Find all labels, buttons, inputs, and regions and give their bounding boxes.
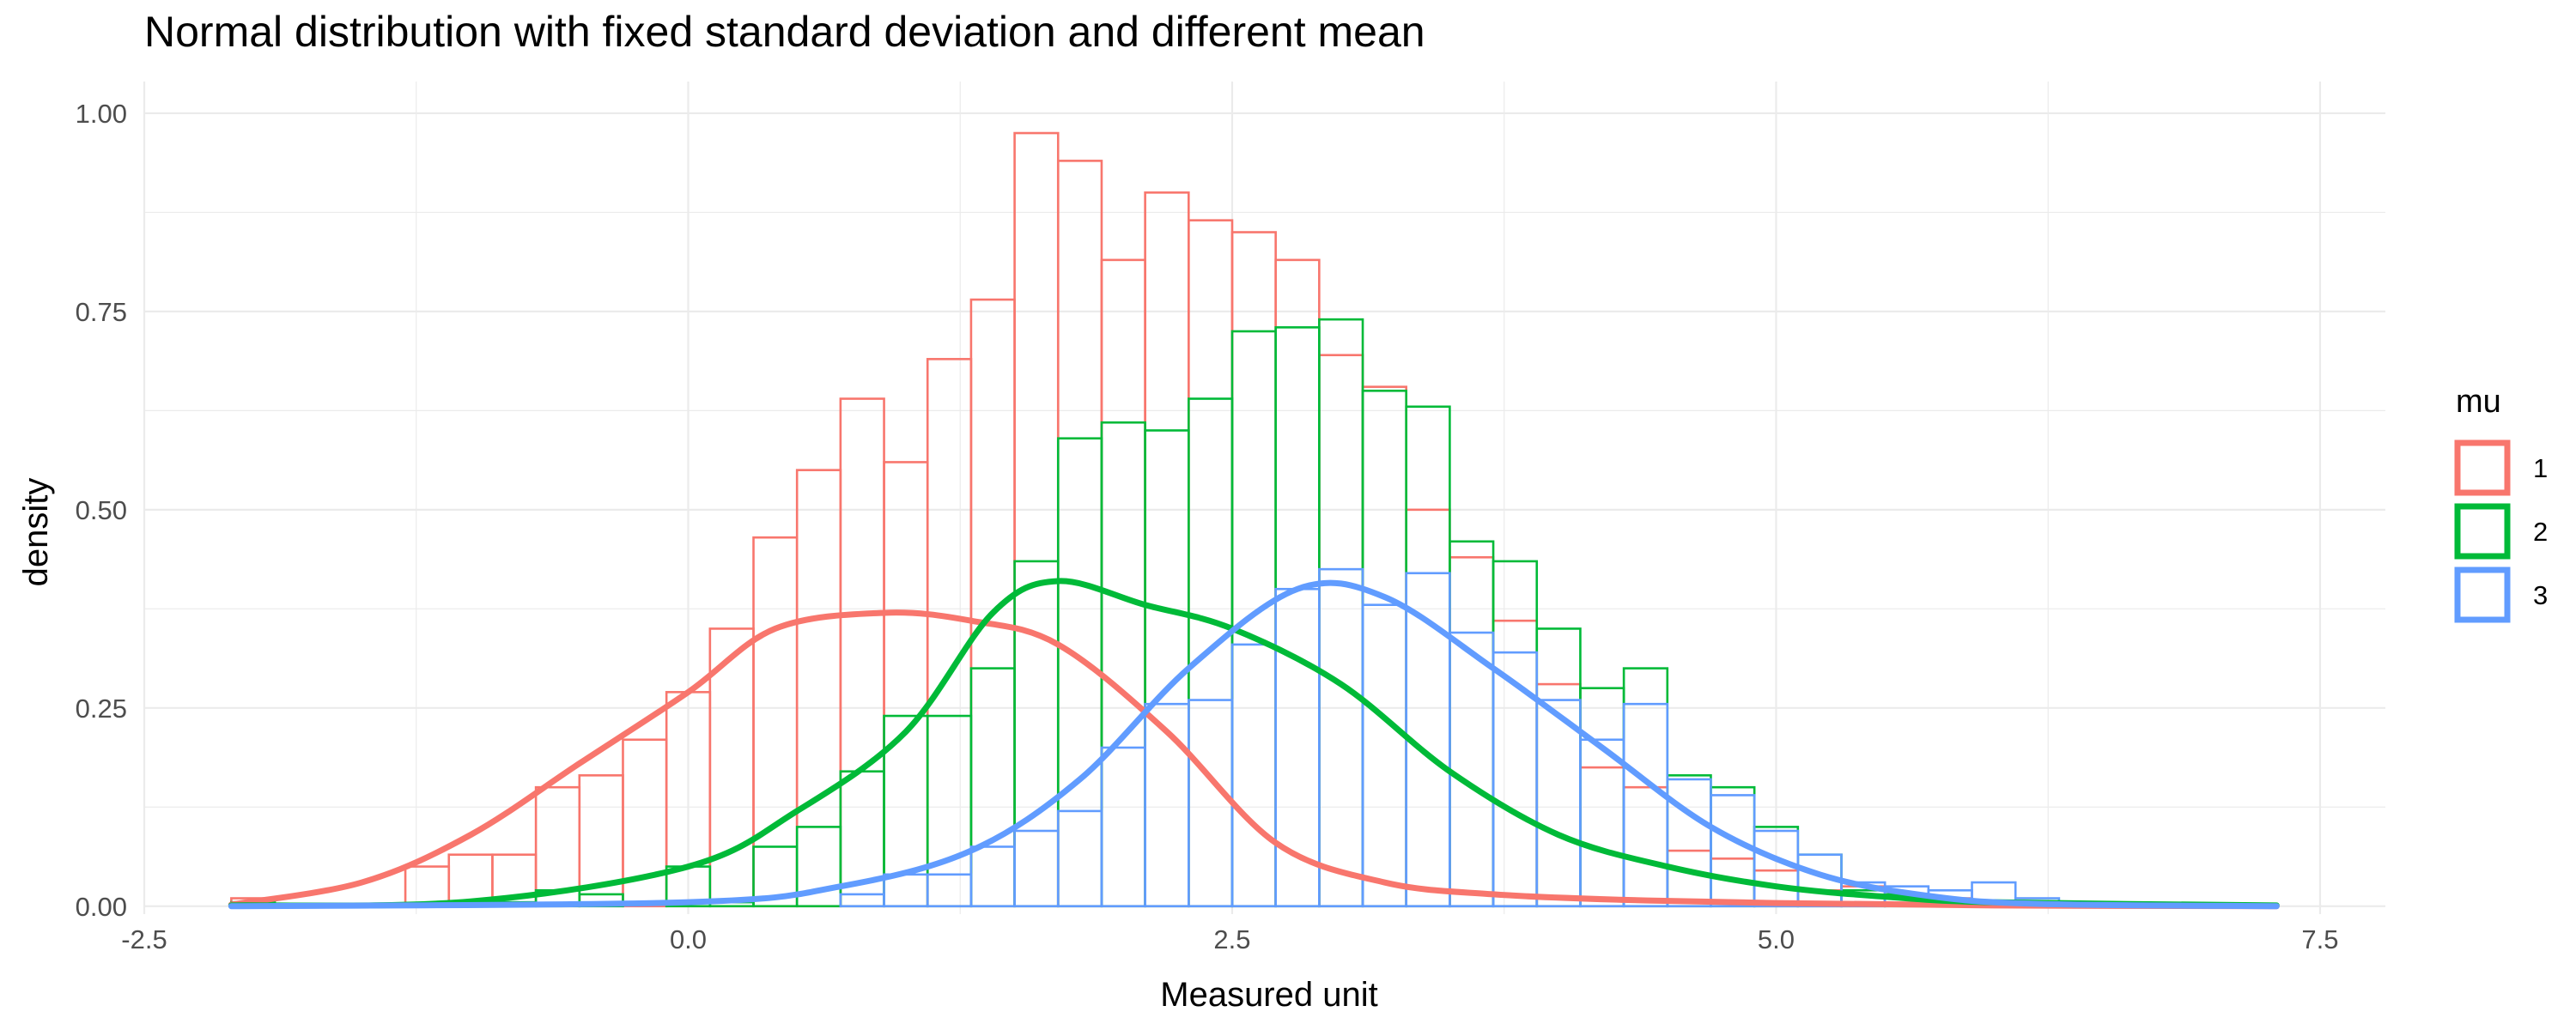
histogram-bar-series-2 [1405, 405, 1451, 908]
histogram-bar-series-3 [969, 845, 1016, 908]
histogram-bar-series-1 [1666, 849, 1712, 908]
histogram-bar-series-1 [1100, 258, 1146, 908]
density-curve-series-1 [228, 609, 2280, 910]
histogram-bar-series-1 [1188, 219, 1234, 908]
histogram-bar-series-2 [1492, 560, 1539, 908]
grid-lines [143, 82, 2385, 914]
chart-title: Normal distribution with fixed standard … [144, 8, 1425, 56]
x-axis-label: Measured unit [1160, 976, 1377, 1014]
histogram-bar-series-2 [1144, 429, 1190, 908]
histogram-bar-series-3 [1579, 738, 1625, 908]
legend-label-series-3: 3 [2533, 580, 2548, 610]
histogram-bar-series-2 [926, 714, 973, 908]
histogram-bar-series-3 [839, 893, 885, 908]
histogram-series-3 [839, 567, 2104, 908]
x-tick-label: 5.0 [1758, 924, 1795, 954]
histogram-bar-series-1 [1492, 619, 1539, 908]
histogram-bar-series-2 [1100, 421, 1146, 908]
legend-key-series-1 [2454, 439, 2511, 496]
histogram-bar-series-1 [926, 358, 973, 908]
legend-key-series-3 [2454, 566, 2511, 623]
x-tick-label: 0.0 [670, 924, 707, 954]
density-curves [228, 578, 2280, 910]
histogram-bar-series-1 [752, 536, 799, 908]
histogram-bar-series-1 [1013, 131, 1060, 908]
y-tick-label: 0.75 [76, 297, 127, 327]
histogram-bar-series-1 [1144, 191, 1190, 908]
y-tick-label: 0.25 [76, 694, 127, 724]
y-tick-label: 0.00 [76, 892, 127, 922]
histogram-bar-series-2 [1579, 687, 1625, 908]
x-axis-ticks: -2.5 0.0 2.5 5.0 7.5 [121, 924, 2338, 954]
x-tick-label: 7.5 [2301, 924, 2338, 954]
histogram-bar-series-1 [795, 469, 842, 908]
y-tick-label: 1.00 [76, 99, 127, 129]
histogram-bar-series-3 [1318, 567, 1364, 908]
histogram-bar-series-3 [1100, 746, 1146, 908]
y-axis-label: density [17, 478, 55, 587]
histogram-bar-series-2 [1449, 540, 1495, 908]
histogram-bar-series-1 [839, 397, 885, 908]
histogram-bar-series-2 [1230, 330, 1277, 908]
histogram-bar-series-3 [1188, 699, 1234, 908]
legend-label-series-1: 1 [2533, 453, 2548, 483]
histogram-bar-series-3 [1492, 651, 1539, 908]
histogram-bar-series-3 [1666, 778, 1712, 908]
histogram-bar-series-2 [1318, 318, 1364, 908]
histogram-bar-series-3 [1449, 631, 1495, 908]
histogram-series-1 [230, 131, 2017, 908]
histogram-bar-series-3 [1056, 809, 1103, 908]
y-tick-label: 0.50 [76, 495, 127, 525]
histogram-bar-series-2 [1535, 627, 1582, 908]
histogram-bar-series-2 [1274, 326, 1321, 908]
histogram-bar-series-2 [1361, 389, 1408, 908]
histogram-bar-series-3 [1710, 794, 1756, 908]
histogram-bar-series-3 [1230, 643, 1277, 908]
legend-title: mu [2456, 384, 2501, 420]
histogram-bar-series-1 [1449, 555, 1495, 908]
histogram-bar-series-1 [1361, 385, 1408, 908]
legend-key-series-2 [2454, 503, 2511, 560]
density-curve-series-3 [228, 579, 2280, 910]
histogram-bar-series-1 [883, 461, 929, 908]
x-tick-label: -2.5 [121, 924, 167, 954]
density-curve-series-2 [228, 578, 2280, 909]
x-tick-label: 2.5 [1213, 924, 1250, 954]
histogram-bar-series-3 [926, 873, 973, 908]
histogram-bar-series-1 [1318, 354, 1364, 908]
histogram-bar-series-2 [969, 667, 1016, 908]
histogram-bar-series-3 [1535, 699, 1582, 908]
histogram-bar-series-1 [1579, 766, 1625, 908]
legend-label-series-2: 2 [2533, 517, 2548, 547]
histogram-bar-series-3 [1013, 829, 1060, 908]
histogram-bar-series-3 [1622, 702, 1669, 908]
histogram-bar-series-2 [1013, 560, 1060, 908]
y-axis-ticks: 0.00 0.25 0.50 0.75 1.00 [76, 99, 127, 922]
histogram-bar-series-3 [1361, 603, 1408, 908]
legend: mu 1 2 3 [2454, 384, 2548, 623]
histogram-bar-series-1 [1622, 785, 1669, 908]
histogram-bar-series-2 [1666, 774, 1712, 908]
